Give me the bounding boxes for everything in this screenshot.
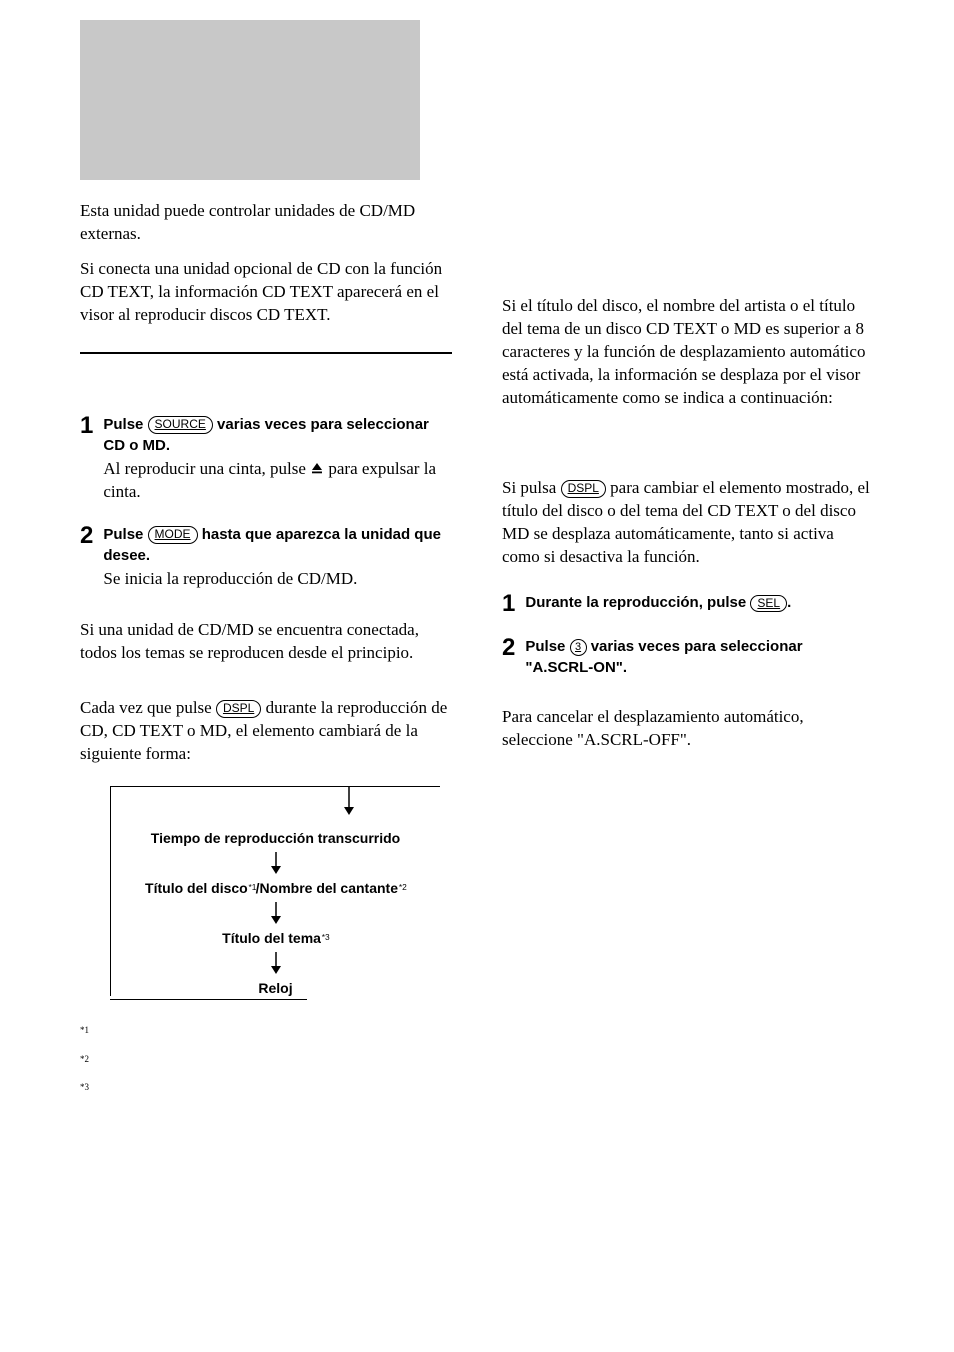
flow-item-2: Título del disco*1/Nombre del cantante*2	[111, 880, 440, 896]
two-column-layout: Esta unidad puede controlar unidades de …	[80, 200, 874, 1102]
flow-item-2b: /Nombre del cantante	[256, 880, 398, 896]
right-para-1: Si el título del disco, el nombre del ar…	[502, 295, 874, 410]
step-2-bold: Pulse MODE hasta que aparezca la unidad …	[103, 526, 441, 564]
step-1-bold: Pulse SOURCE varias veces para seleccion…	[103, 416, 429, 454]
right-step-2-content: Pulse 3 varias veces para seleccionar "A…	[525, 636, 874, 678]
footnote-1: *1	[80, 1016, 452, 1045]
right-step-2-bold-a: Pulse	[525, 638, 569, 655]
right-para-2a: Si pulsa	[502, 478, 561, 497]
flow-item-2a: Título del disco	[145, 880, 248, 896]
right-column: Si el título del disco, el nombre del ar…	[502, 200, 874, 1102]
diagram-bottom-line	[110, 999, 307, 1000]
diagram-frame: Tiempo de reproducción transcurrido Títu…	[110, 786, 440, 996]
flow-item-4: Reloj	[111, 980, 440, 996]
left-column: Esta unidad puede controlar unidades de …	[80, 200, 452, 1102]
left-para-2: Cada vez que pulse DSPL durante la repro…	[80, 697, 452, 766]
footnote-ref-1: *1	[249, 882, 257, 892]
arrow-down-icon	[268, 952, 284, 974]
step-1-content: Pulse SOURCE varias veces para seleccion…	[103, 414, 452, 505]
flow-item-1: Tiempo de reproducción transcurrido	[111, 830, 440, 846]
step-1: 1 Pulse SOURCE varias veces para selecci…	[80, 414, 452, 505]
flow-item-3a: Título del tema	[222, 930, 321, 946]
footnote-ref-3: *3	[322, 932, 330, 942]
footnote-ref-2: *2	[399, 882, 407, 892]
footnote-3: *3	[80, 1073, 452, 1102]
arrow-down-icon	[268, 852, 284, 874]
display-flow-diagram: Tiempo de reproducción transcurrido Títu…	[110, 786, 440, 996]
step-1-plain-a: Al reproducir una cinta, pulse	[103, 459, 310, 478]
number-3-button-label: 3	[570, 639, 587, 656]
step-1-plain: Al reproducir una cinta, pulse para expu…	[103, 458, 452, 505]
step-1-bold-a: Pulse	[103, 416, 147, 433]
right-step-2: 2 Pulse 3 varias veces para seleccionar …	[502, 636, 874, 678]
right-para-3: Para cancelar el desplazamiento automáti…	[502, 706, 874, 752]
right-step-1-bold-a: Durante la reproducción, pulse	[525, 594, 750, 611]
left-para-1: Si una unidad de CD/MD se encuentra cone…	[80, 619, 452, 665]
step-2-number: 2	[80, 524, 93, 548]
step-2-content: Pulse MODE hasta que aparezca la unidad …	[103, 524, 452, 591]
footnotes: *1 *2 *3	[80, 1016, 452, 1102]
left-para-2a: Cada vez que pulse	[80, 698, 216, 717]
gray-placeholder-box	[80, 20, 420, 180]
flow-item-3: Título del tema*3	[111, 930, 440, 946]
intro-paragraph-1: Esta unidad puede controlar unidades de …	[80, 200, 452, 246]
right-step-1-number: 1	[502, 592, 515, 616]
mode-button-label: MODE	[148, 526, 198, 544]
step-2-plain: Se inicia la reproducción de CD/MD.	[103, 568, 452, 591]
right-step-2-number: 2	[502, 636, 515, 660]
right-step-1-bold-b: .	[787, 594, 791, 611]
dspl-button-label-2: DSPL	[561, 480, 606, 498]
footnote-2: *2	[80, 1045, 452, 1074]
right-step-2-bold: Pulse 3 varias veces para seleccionar "A…	[525, 638, 802, 676]
arrow-down-icon	[268, 902, 284, 924]
eject-icon	[310, 458, 324, 481]
step-2-bold-a: Pulse	[103, 526, 147, 543]
right-para-2: Si pulsa DSPL para cambiar el elemento m…	[502, 477, 874, 569]
right-step-1-content: Durante la reproducción, pulse SEL.	[525, 592, 874, 613]
right-step-1: 1 Durante la reproducción, pulse SEL.	[502, 592, 874, 616]
intro-paragraph-2: Si conecta una unidad opcional de CD con…	[80, 258, 452, 327]
sel-button-label: SEL	[750, 595, 787, 613]
dspl-button-label-1: DSPL	[216, 700, 261, 718]
right-step-1-bold: Durante la reproducción, pulse SEL.	[525, 594, 791, 611]
arrow-down-icon	[341, 787, 357, 815]
source-button-label: SOURCE	[148, 416, 213, 434]
step-2: 2 Pulse MODE hasta que aparezca la unida…	[80, 524, 452, 591]
section-divider	[80, 352, 452, 354]
step-1-number: 1	[80, 414, 93, 438]
